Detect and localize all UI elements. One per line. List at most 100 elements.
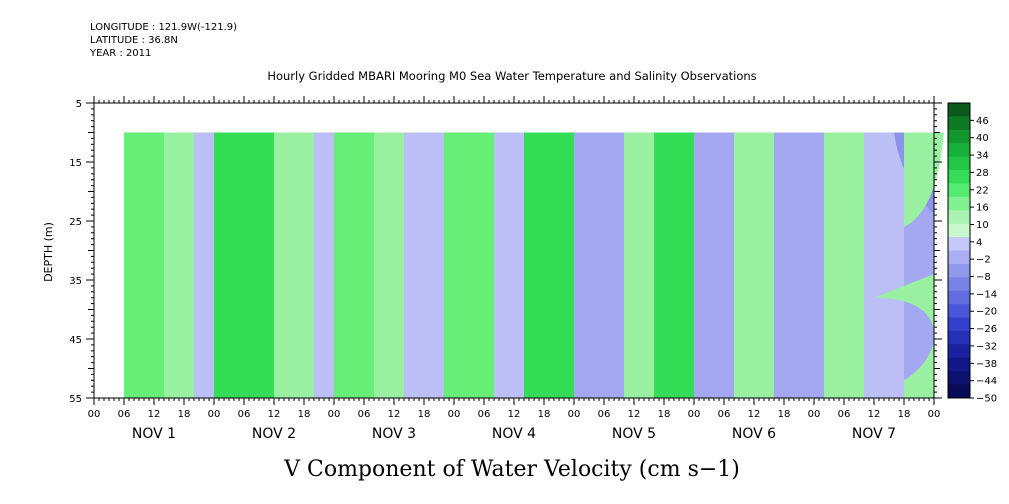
x-day-label: NOV 3 — [372, 426, 416, 442]
colorbar-swatch — [948, 317, 970, 332]
colorbar-swatch — [948, 183, 970, 198]
colorbar-swatch — [948, 330, 970, 345]
velocity-band-0 — [124, 132, 164, 398]
velocity-band-12 — [574, 132, 624, 398]
x-day-label: NOV 1 — [132, 426, 176, 442]
plot-area: 5 15 25 35 45 55 00 06 12 18 00 06 12 18 00 06 12 18 00 06 1… — [69, 96, 944, 442]
x-hour-label: 18 — [778, 409, 791, 420]
x-day-label: NOV 6 — [732, 426, 776, 442]
chart-title: Hourly Gridded MBARI Mooring M0 Sea Wate… — [267, 69, 756, 83]
colorbar-swatch — [948, 371, 970, 386]
colorbar-label: 22 — [976, 185, 989, 196]
x-day-label: NOV 5 — [612, 426, 656, 442]
y-tick-label: 35 — [69, 276, 82, 287]
colorbar-swatch — [948, 156, 970, 171]
colorbar-swatch — [948, 250, 970, 265]
x-hour-label: 18 — [538, 409, 551, 420]
x-hour-label: 18 — [658, 409, 671, 420]
velocity-band-13 — [624, 132, 654, 398]
velocity-band-2 — [194, 132, 214, 398]
colorbar-swatch — [948, 290, 970, 305]
velocity-band-6 — [334, 132, 374, 398]
colorbar-swatch — [948, 103, 970, 117]
velocity-band-7 — [374, 132, 404, 398]
colorbar-swatch — [948, 357, 970, 372]
latitude-label: LATITUDE : 36.8N — [90, 35, 178, 46]
year-label: YEAR : 2011 — [90, 48, 152, 59]
colorbar-label: −2 — [976, 255, 991, 266]
velocity-band-11 — [524, 132, 574, 398]
x-hour-label: 18 — [298, 409, 311, 420]
x-hour-label: 12 — [508, 409, 521, 420]
x-hour-label: 12 — [268, 409, 281, 420]
colorbar-label: −44 — [976, 376, 997, 387]
velocity-band-15 — [694, 132, 734, 398]
y-tick-label: 45 — [69, 335, 82, 346]
colorbar-label: −20 — [976, 307, 997, 318]
velocity-band-3 — [214, 132, 274, 398]
x-hour-label: 00 — [208, 409, 221, 420]
velocity-band-14 — [654, 132, 694, 398]
colorbar-frame — [947, 102, 971, 399]
x-hour-label: 06 — [478, 409, 491, 420]
x-day-label: NOV 2 — [252, 426, 296, 442]
x-hour-label: 12 — [388, 409, 401, 420]
velocity-band-16 — [734, 132, 774, 398]
y-axis-title: DEPTH (m) — [42, 222, 55, 282]
longitude-label: LONGITUDE : 121.9W(-121.9) — [90, 22, 237, 33]
velocity-band-19 — [864, 132, 904, 398]
velocity-band-18 — [824, 132, 864, 398]
colorbar-swatch — [948, 277, 970, 292]
colorbar-swatch — [948, 237, 970, 251]
x-hour-label: 12 — [148, 409, 161, 420]
colorbar-label: −14 — [976, 289, 997, 300]
x-day-label: NOV 4 — [492, 426, 536, 442]
x-hour-label: 12 — [868, 409, 881, 420]
x-hour-label: 12 — [748, 409, 761, 420]
x-hour-label: 00 — [448, 409, 461, 420]
colorbar-label: 40 — [976, 133, 989, 144]
colorbar-swatch — [948, 116, 970, 131]
x-hour-label: 00 — [88, 409, 101, 420]
colorbar-swatch — [948, 170, 970, 184]
x-hour-label: 06 — [838, 409, 851, 420]
y-tick-label: 55 — [69, 394, 82, 405]
x-hour-label: 00 — [568, 409, 581, 420]
colorbar-label: −8 — [976, 272, 991, 283]
x-hour-label: 06 — [118, 409, 131, 420]
x-hour-label: 00 — [328, 409, 341, 420]
colorbar-swatch — [948, 263, 970, 278]
x-hour-label: 00 — [808, 409, 821, 420]
velocity-band-9 — [444, 132, 494, 398]
y-tick-label: 15 — [69, 158, 82, 169]
x-hour-label: 06 — [238, 409, 251, 420]
colorbar-label: −38 — [976, 359, 997, 370]
colorbar-swatch — [948, 344, 970, 359]
x-hour-label: 18 — [178, 409, 191, 420]
colorbar-swatch — [948, 196, 970, 211]
colorbar-swatch — [948, 143, 970, 158]
x-hour-label: 00 — [688, 409, 701, 420]
colorbar-label: −50 — [976, 394, 997, 405]
colorbar-label: −26 — [976, 324, 997, 335]
x-axis-title: V Component of Water Velocity (cm s−1) — [283, 457, 740, 482]
colorbar-label: 46 — [976, 116, 989, 127]
colorbar-label: 10 — [976, 220, 989, 231]
colorbar-label: 28 — [976, 168, 989, 179]
velocity-band-17 — [774, 132, 824, 398]
x-hour-label: 06 — [358, 409, 371, 420]
extrapolated-lower-region — [874, 274, 935, 398]
colorbar-swatch — [948, 304, 970, 319]
colorbar-label: 16 — [976, 203, 989, 214]
x-hour-label: 06 — [598, 409, 611, 420]
velocity-band-10 — [494, 132, 524, 398]
colorbar-swatch — [948, 384, 970, 399]
y-tick-label: 5 — [76, 99, 82, 110]
colorbar-label: 34 — [976, 151, 989, 162]
x-hour-label: 18 — [418, 409, 431, 420]
x-hour-label: 06 — [718, 409, 731, 420]
y-tick-label: 25 — [69, 217, 82, 228]
x-hour-label: 00 — [928, 409, 941, 420]
colorbar-swatch — [948, 129, 970, 144]
